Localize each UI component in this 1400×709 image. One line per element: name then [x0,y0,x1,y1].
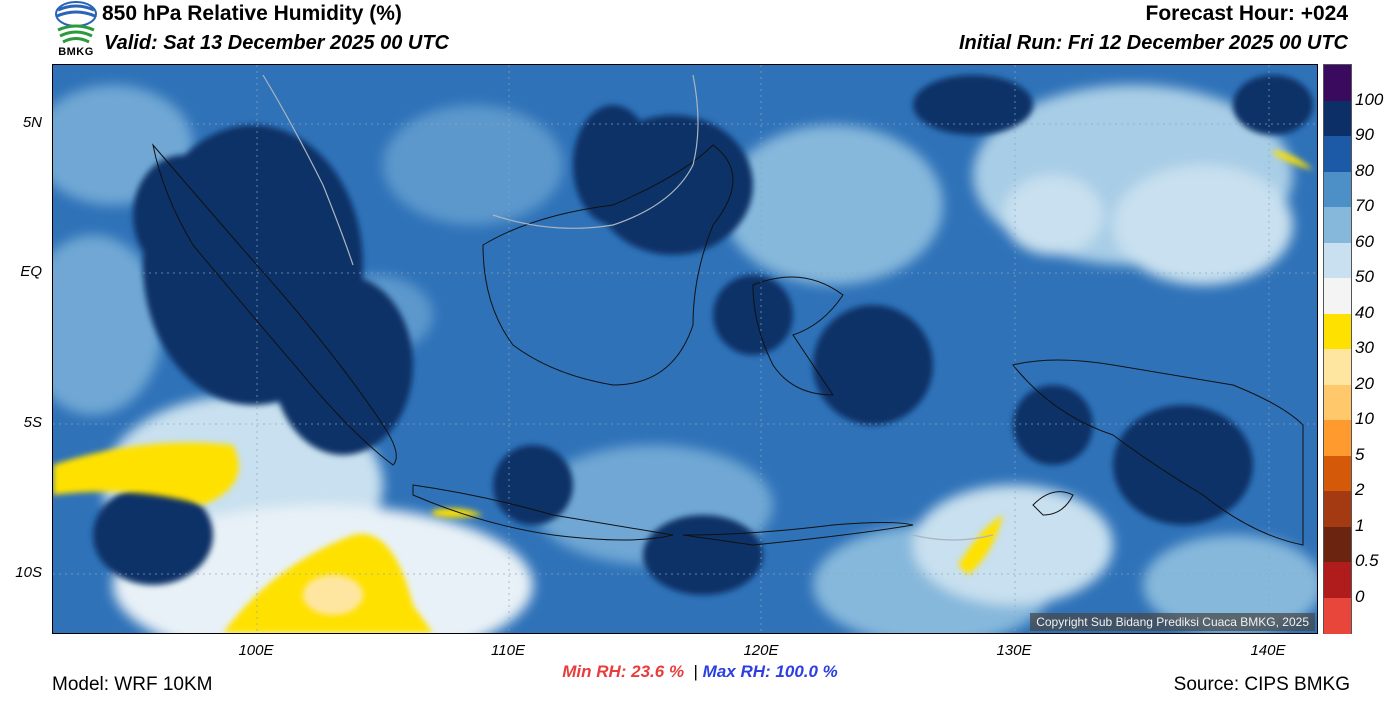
colorbar-segment [1324,136,1351,172]
rh-stats: Min RH: 23.6 % | Max RH: 100.0 % [0,662,1400,682]
colorbar-segment [1324,420,1351,456]
copyright-notice: Copyright Sub Bidang Prediksi Cuaca BMKG… [1030,613,1315,631]
colorbar-segment [1324,242,1351,279]
colorbar [1323,64,1352,634]
colorbar-label: 10 [1355,409,1374,428]
logo-text: BMKG [58,46,94,58]
colorbar-segment [1324,313,1351,350]
min-rh: Min RH: 23.6 % [562,662,685,681]
lon-tick-120e: 120E [743,642,779,659]
colorbar-segment [1324,384,1351,421]
source-label: Source: CIPS BMKG [1173,674,1350,695]
page-title: 850 hPa Relative Humidity (%) [102,2,402,25]
colorbar-label: 20 [1355,373,1374,393]
forecast-hour: Forecast Hour: +024 [1145,2,1349,25]
colorbar-label: 40 [1355,302,1374,322]
lat-tick-eq: EQ [20,263,42,280]
bmkg-logo-icon [55,1,97,44]
colorbar-label: 50 [1355,267,1374,286]
colorbar-label: 0.5 [1355,551,1379,570]
colorbar-segment [1324,171,1351,208]
colorbar-label: 80 [1355,160,1374,180]
lat-tick-5s: 5S [23,414,42,431]
colorbar-segment [1324,491,1351,527]
colorbar-segment [1324,597,1351,634]
model-label: Model: WRF 10KM [52,674,213,695]
valid-time: Valid: Sat 13 December 2025 00 UTC [104,32,449,54]
colorbar-segment [1324,562,1351,598]
lon-tick-130e: 130E [996,642,1032,659]
lon-tick-140e: 140E [1250,642,1286,659]
lat-tick-10s: 10S [15,564,42,581]
colorbar-segment [1324,278,1351,314]
colorbar-segment [1324,100,1351,137]
colorbar-label: 5 [1355,444,1365,464]
colorbar-label: 0 [1355,586,1365,606]
stats-separator: | [693,662,698,681]
lon-tick-110e: 110E [491,642,525,659]
initial-run: Initial Run: Fri 12 December 2025 00 UTC [958,32,1348,54]
colorbar-segment [1324,455,1351,492]
colorbar-segment [1324,207,1351,243]
humidity-field [53,65,1317,633]
colorbar-label: 30 [1355,338,1374,357]
colorbar-label: 100 [1355,89,1384,109]
lon-tick-100e: 100E [238,642,274,659]
colorbar-label: 1 [1355,515,1365,535]
colorbar-label: 60 [1355,231,1374,251]
colorbar-segment [1324,349,1351,385]
max-rh: Max RH: 100.0 % [702,662,838,681]
colorbar-label: 2 [1355,480,1365,499]
humidity-map[interactable]: Copyright Sub Bidang Prediksi Cuaca BMKG… [52,64,1318,634]
colorbar-label: 90 [1355,125,1374,144]
colorbar-segment [1324,65,1351,101]
colorbar-label: 70 [1355,196,1374,215]
colorbar-segment [1324,526,1351,563]
lat-tick-5n: 5N [22,114,42,131]
